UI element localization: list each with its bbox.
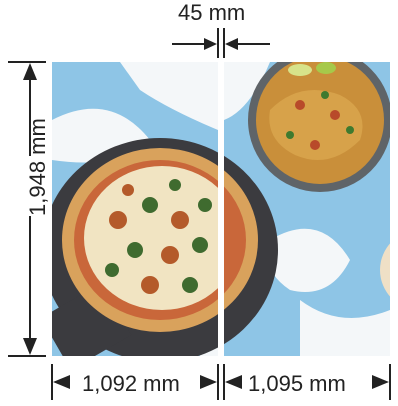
left-width-label: 1,092 mm (80, 371, 182, 396)
height-label: 1,948 mm (25, 118, 50, 216)
panel-gap (218, 62, 224, 356)
gap-label: 45 mm (178, 0, 246, 25)
right-width-label: 1,095 mm (246, 371, 348, 396)
pizza-image (62, 148, 218, 332)
gap-dimension (172, 28, 270, 58)
width-dimensions (51, 364, 391, 400)
right-panel (224, 62, 390, 356)
left-panel (52, 62, 218, 356)
noodles-image (248, 62, 390, 192)
